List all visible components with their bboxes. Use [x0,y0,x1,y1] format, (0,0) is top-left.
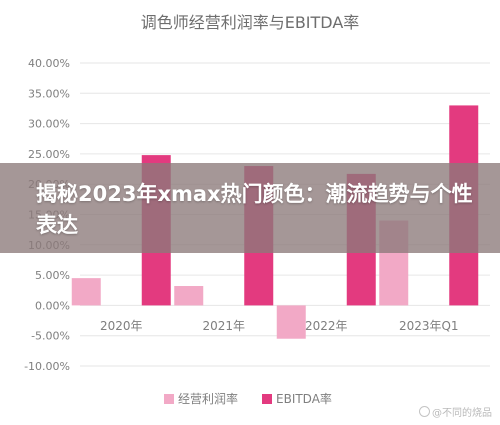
chart-title: 调色师经营利润率与EBITDA率 [141,13,360,32]
y-tick-label: 35.00% [28,87,70,100]
legend-swatch [164,394,174,404]
weibo-icon [419,406,430,417]
y-tick-label: 0.00% [35,299,70,312]
y-tick-label: 5.00% [35,269,70,282]
x-tick-label: 2023年Q1 [399,319,459,333]
legend-swatch [262,394,272,404]
banner-headline: 揭秘2023年xmax热门颜色：潮流趋势与个性表达 [36,182,473,237]
x-axis-tick-labels: 2020年 2021年 2022年 2023年Q1 [100,319,459,333]
y-tick-label: -5.00% [31,330,70,343]
y-tick-label: 30.00% [28,118,70,131]
y-tick-label: 40.00% [28,57,70,70]
bar-operating-margin [276,305,306,339]
legend-label: EBITDA率 [276,391,332,406]
watermark: @不同的烧品 [419,404,492,419]
legend: 经营利润率 EBITDA率 [164,391,332,406]
bar-operating-margin [174,286,204,306]
x-tick-label: 2020年 [100,319,143,333]
watermark-text: @不同的烧品 [432,408,492,419]
x-tick-label: 2022年 [305,319,348,333]
bar-operating-margin [71,278,101,306]
y-tick-label: 25.00% [28,148,70,161]
legend-label: 经营利润率 [178,391,238,406]
y-tick-label: -10.00% [24,360,70,373]
x-tick-label: 2021年 [202,319,245,333]
headline-banner: 揭秘2023年xmax热门颜色：潮流趋势与个性表达 [0,163,500,253]
